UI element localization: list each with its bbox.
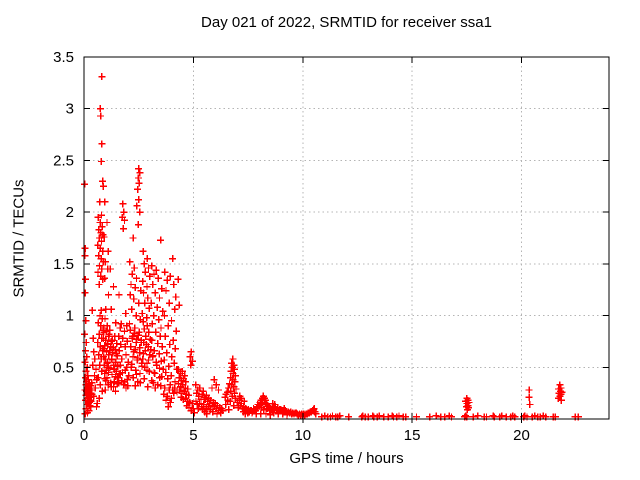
data-points bbox=[81, 73, 582, 421]
svg-text:10: 10 bbox=[294, 427, 311, 444]
svg-text:2.5: 2.5 bbox=[53, 152, 74, 169]
svg-text:3.5: 3.5 bbox=[53, 49, 74, 66]
svg-text:20: 20 bbox=[513, 427, 530, 444]
svg-text:15: 15 bbox=[404, 427, 421, 444]
svg-text:0: 0 bbox=[80, 427, 88, 444]
svg-text:3: 3 bbox=[66, 101, 74, 118]
grid-lines bbox=[84, 57, 609, 419]
plot-frame bbox=[83, 56, 610, 420]
x-tick-labels: 0 5 10 15 20 bbox=[80, 427, 530, 444]
x-axis-label: GPS time / hours bbox=[289, 450, 404, 467]
svg-text:1.5: 1.5 bbox=[53, 256, 74, 273]
chart-title: Day 021 of 2022, SRMTID for receiver ssa… bbox=[201, 14, 492, 31]
svg-text:1: 1 bbox=[66, 308, 74, 325]
axis-ticks bbox=[83, 56, 609, 423]
svg-text:0: 0 bbox=[66, 411, 74, 428]
svg-text:2: 2 bbox=[66, 204, 74, 221]
svg-text:5: 5 bbox=[189, 427, 197, 444]
svg-text:0.5: 0.5 bbox=[53, 359, 74, 376]
y-tick-labels: 0 0.5 1 1.5 2 2.5 3 3.5 bbox=[53, 49, 74, 428]
